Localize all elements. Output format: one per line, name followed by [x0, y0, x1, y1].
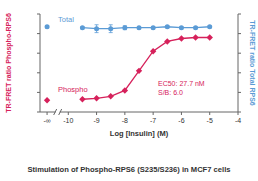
marker [122, 25, 127, 30]
x-tick-label: -4 [235, 117, 241, 124]
x-tick [68, 112, 69, 115]
x-axis [60, 112, 238, 113]
marker [79, 96, 85, 102]
series-line [82, 27, 209, 29]
x-tick [181, 112, 182, 115]
error-bar [95, 25, 99, 33]
marker [122, 87, 128, 93]
annotation: S/B: 6.0 [158, 89, 183, 96]
marker [207, 24, 212, 29]
x-tick-label: -6 [178, 117, 184, 124]
marker [179, 25, 184, 30]
y-tick [37, 33, 40, 34]
chart: -∞ -10 -9 -8 -7 -6 -5 -4 Log [Insulin] (M) TR-FRE… [0, 0, 258, 181]
marker [45, 24, 50, 29]
marker [165, 24, 170, 29]
x-tick [124, 112, 125, 115]
y-tick [37, 72, 40, 73]
marker [193, 25, 198, 30]
x-tick-label: -7 [150, 117, 156, 124]
x-tick [96, 112, 97, 115]
y-tick [37, 53, 40, 54]
legend-label: Phospho [58, 85, 88, 94]
legend-label: Total [58, 15, 74, 24]
y2-axis-title: TR-FRET ratio Total RPS6 [249, 20, 256, 106]
marker [94, 26, 99, 31]
x-tick [238, 112, 239, 115]
x-tick-label: -8 [122, 117, 128, 124]
marker [150, 48, 156, 54]
marker [80, 25, 85, 30]
x-axis [40, 112, 56, 113]
y2-tick [238, 72, 241, 73]
y-axis-title: TR-FRET ratio Phospho-RPS6 [5, 13, 13, 113]
x-tick-label: -10 [63, 117, 73, 124]
y-axis [40, 14, 41, 112]
marker [137, 25, 142, 30]
y-tick [37, 14, 40, 15]
marker [108, 93, 114, 99]
y2-tick [238, 53, 241, 54]
x-tick [153, 112, 154, 115]
y-tick [37, 92, 40, 93]
marker [207, 34, 213, 40]
series-line [82, 38, 209, 100]
annotation: EC50: 27.7 nM [158, 80, 205, 87]
marker [151, 25, 156, 30]
marker [178, 35, 184, 41]
y2-tick [238, 33, 241, 34]
x-tick-label: -∞ [43, 117, 50, 124]
title: Stimulation of Phospho-RPS6 (S235/S236) … [28, 165, 231, 174]
marker [164, 38, 170, 44]
marker [44, 97, 50, 103]
marker [93, 95, 99, 101]
marker [136, 68, 142, 74]
x-tick [209, 112, 210, 115]
y2-tick [238, 14, 241, 15]
marks [44, 24, 213, 103]
error-bar [123, 26, 127, 30]
y-tick [37, 112, 40, 113]
marker [108, 26, 113, 31]
axis-break [59, 109, 62, 115]
x-axis-title: Log [Insulin] (M) [110, 129, 169, 138]
x-tick-label: -9 [93, 117, 99, 124]
x-tick [47, 112, 48, 115]
marker [192, 34, 198, 40]
y2-axis [238, 14, 239, 112]
x-tick-label: -5 [207, 117, 213, 124]
y2-tick [238, 92, 241, 93]
error-bar [109, 25, 113, 33]
axis-break [54, 109, 57, 115]
